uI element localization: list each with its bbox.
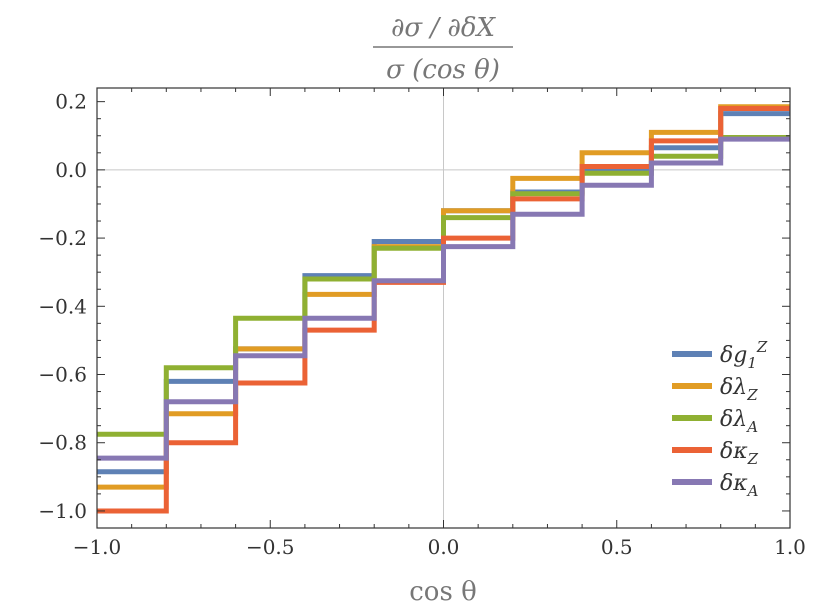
y-tick-label: −0.8: [38, 431, 87, 455]
x-tick-label: 0.0: [428, 535, 460, 559]
legend: δg1Z δλZ δλA δκZ δκA: [672, 338, 768, 500]
x-tick-label: 1.0: [774, 535, 806, 559]
x-tick-label: −0.5: [246, 535, 295, 559]
chart-title-denominator: σ (cos θ): [386, 55, 500, 85]
chart-title-numerator: ∂σ / ∂δX: [391, 13, 497, 43]
legend-label-3: δλA: [720, 407, 758, 436]
ticks-group: [96, 88, 791, 529]
zero-lines: [97, 88, 790, 528]
legend-label-1: δg1Z: [720, 338, 768, 372]
legend-label-4: δκZ: [720, 439, 759, 468]
x-tick-label: 0.5: [601, 535, 633, 559]
x-tick-label: −1.0: [73, 535, 122, 559]
series-group: [97, 104, 790, 514]
y-tick-label: −0.4: [38, 294, 87, 318]
legend-label-2: δλZ: [720, 375, 758, 404]
legend-label-5: δκA: [720, 471, 759, 500]
series-line-5: [97, 136, 790, 461]
y-tick-label: 0.2: [55, 90, 87, 114]
tick-labels-group: −1.0 −0.5 0.0 0.5 1.0 −1.0 −0.8 −0.6 −0.4 −0.2 0.0…: [38, 90, 805, 559]
y-tick-label: −0.2: [38, 226, 87, 250]
y-tick-label: 0.0: [55, 158, 87, 182]
x-axis-label: cos θ: [409, 577, 476, 607]
y-tick-label: −1.0: [38, 499, 87, 523]
y-tick-label: −0.6: [38, 363, 87, 387]
